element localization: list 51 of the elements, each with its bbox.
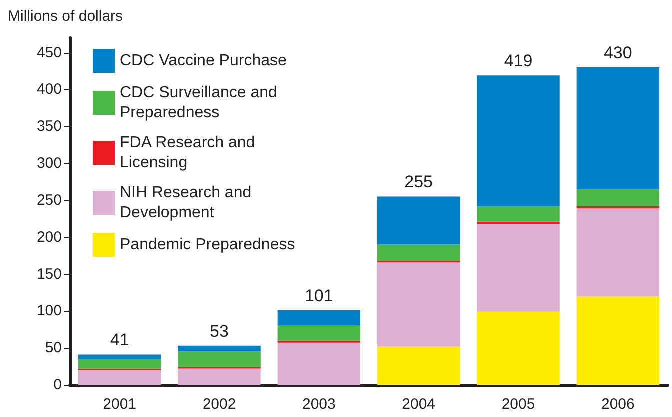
bar: [278, 342, 361, 385]
bar: [477, 206, 560, 222]
bar: [178, 368, 261, 385]
x-tick-label: 2004: [402, 396, 436, 413]
bar: [576, 206, 660, 209]
x-tick-label: 2005: [502, 396, 536, 413]
bar: [377, 196, 460, 245]
y-axis-title: Millions of dollars: [8, 8, 124, 25]
bar: [477, 76, 560, 206]
legend-label: CDC Vaccine Purchase: [120, 52, 287, 70]
bar: [178, 352, 261, 368]
y-tick-label: 200: [36, 228, 62, 246]
bar: [576, 68, 660, 190]
bar: [576, 189, 660, 206]
y-tick-label: 450: [36, 44, 62, 62]
total-label: 101: [304, 286, 334, 306]
bar: [178, 346, 261, 352]
x-tick-label: 2006: [601, 396, 635, 413]
total-label: 419: [504, 52, 533, 71]
bar: [78, 370, 162, 385]
y-tick-label: 150: [36, 266, 62, 283]
bar: [576, 296, 660, 385]
y-tick-label: 50: [45, 340, 62, 357]
bar: [576, 208, 660, 296]
legend-label: Pandemic Preparedness: [120, 236, 296, 254]
x-tick-label: 2002: [202, 396, 236, 413]
bar: [477, 312, 560, 385]
y-tick-label: 100: [36, 302, 62, 320]
total-label: 41: [110, 330, 130, 350]
y-tick-label: 0: [54, 376, 62, 394]
bar: [78, 359, 162, 369]
bar: [377, 346, 460, 385]
y-tick-label: 300: [36, 155, 62, 172]
legend-label: CDC Surveillance and Preparedness: [120, 84, 282, 122]
total-label: 255: [404, 172, 434, 192]
legend-label: FDA Research and Licensing: [120, 134, 260, 172]
x-tick-label: 2003: [302, 396, 336, 413]
bar: [477, 224, 560, 312]
bar: [477, 222, 560, 224]
y-tick-label: 250: [36, 192, 62, 209]
bar: [377, 262, 460, 347]
total-label: 430: [604, 44, 632, 63]
total-label: 53: [210, 322, 229, 341]
bar: [278, 326, 361, 341]
y-tick-label: 350: [36, 118, 62, 136]
x-tick-label: 2001: [103, 396, 137, 413]
legend-label: NIH Research and Development: [120, 184, 256, 222]
bar: [278, 310, 361, 326]
y-tick-label: 400: [36, 81, 62, 98]
bar: [377, 244, 460, 261]
bar: [78, 354, 162, 360]
